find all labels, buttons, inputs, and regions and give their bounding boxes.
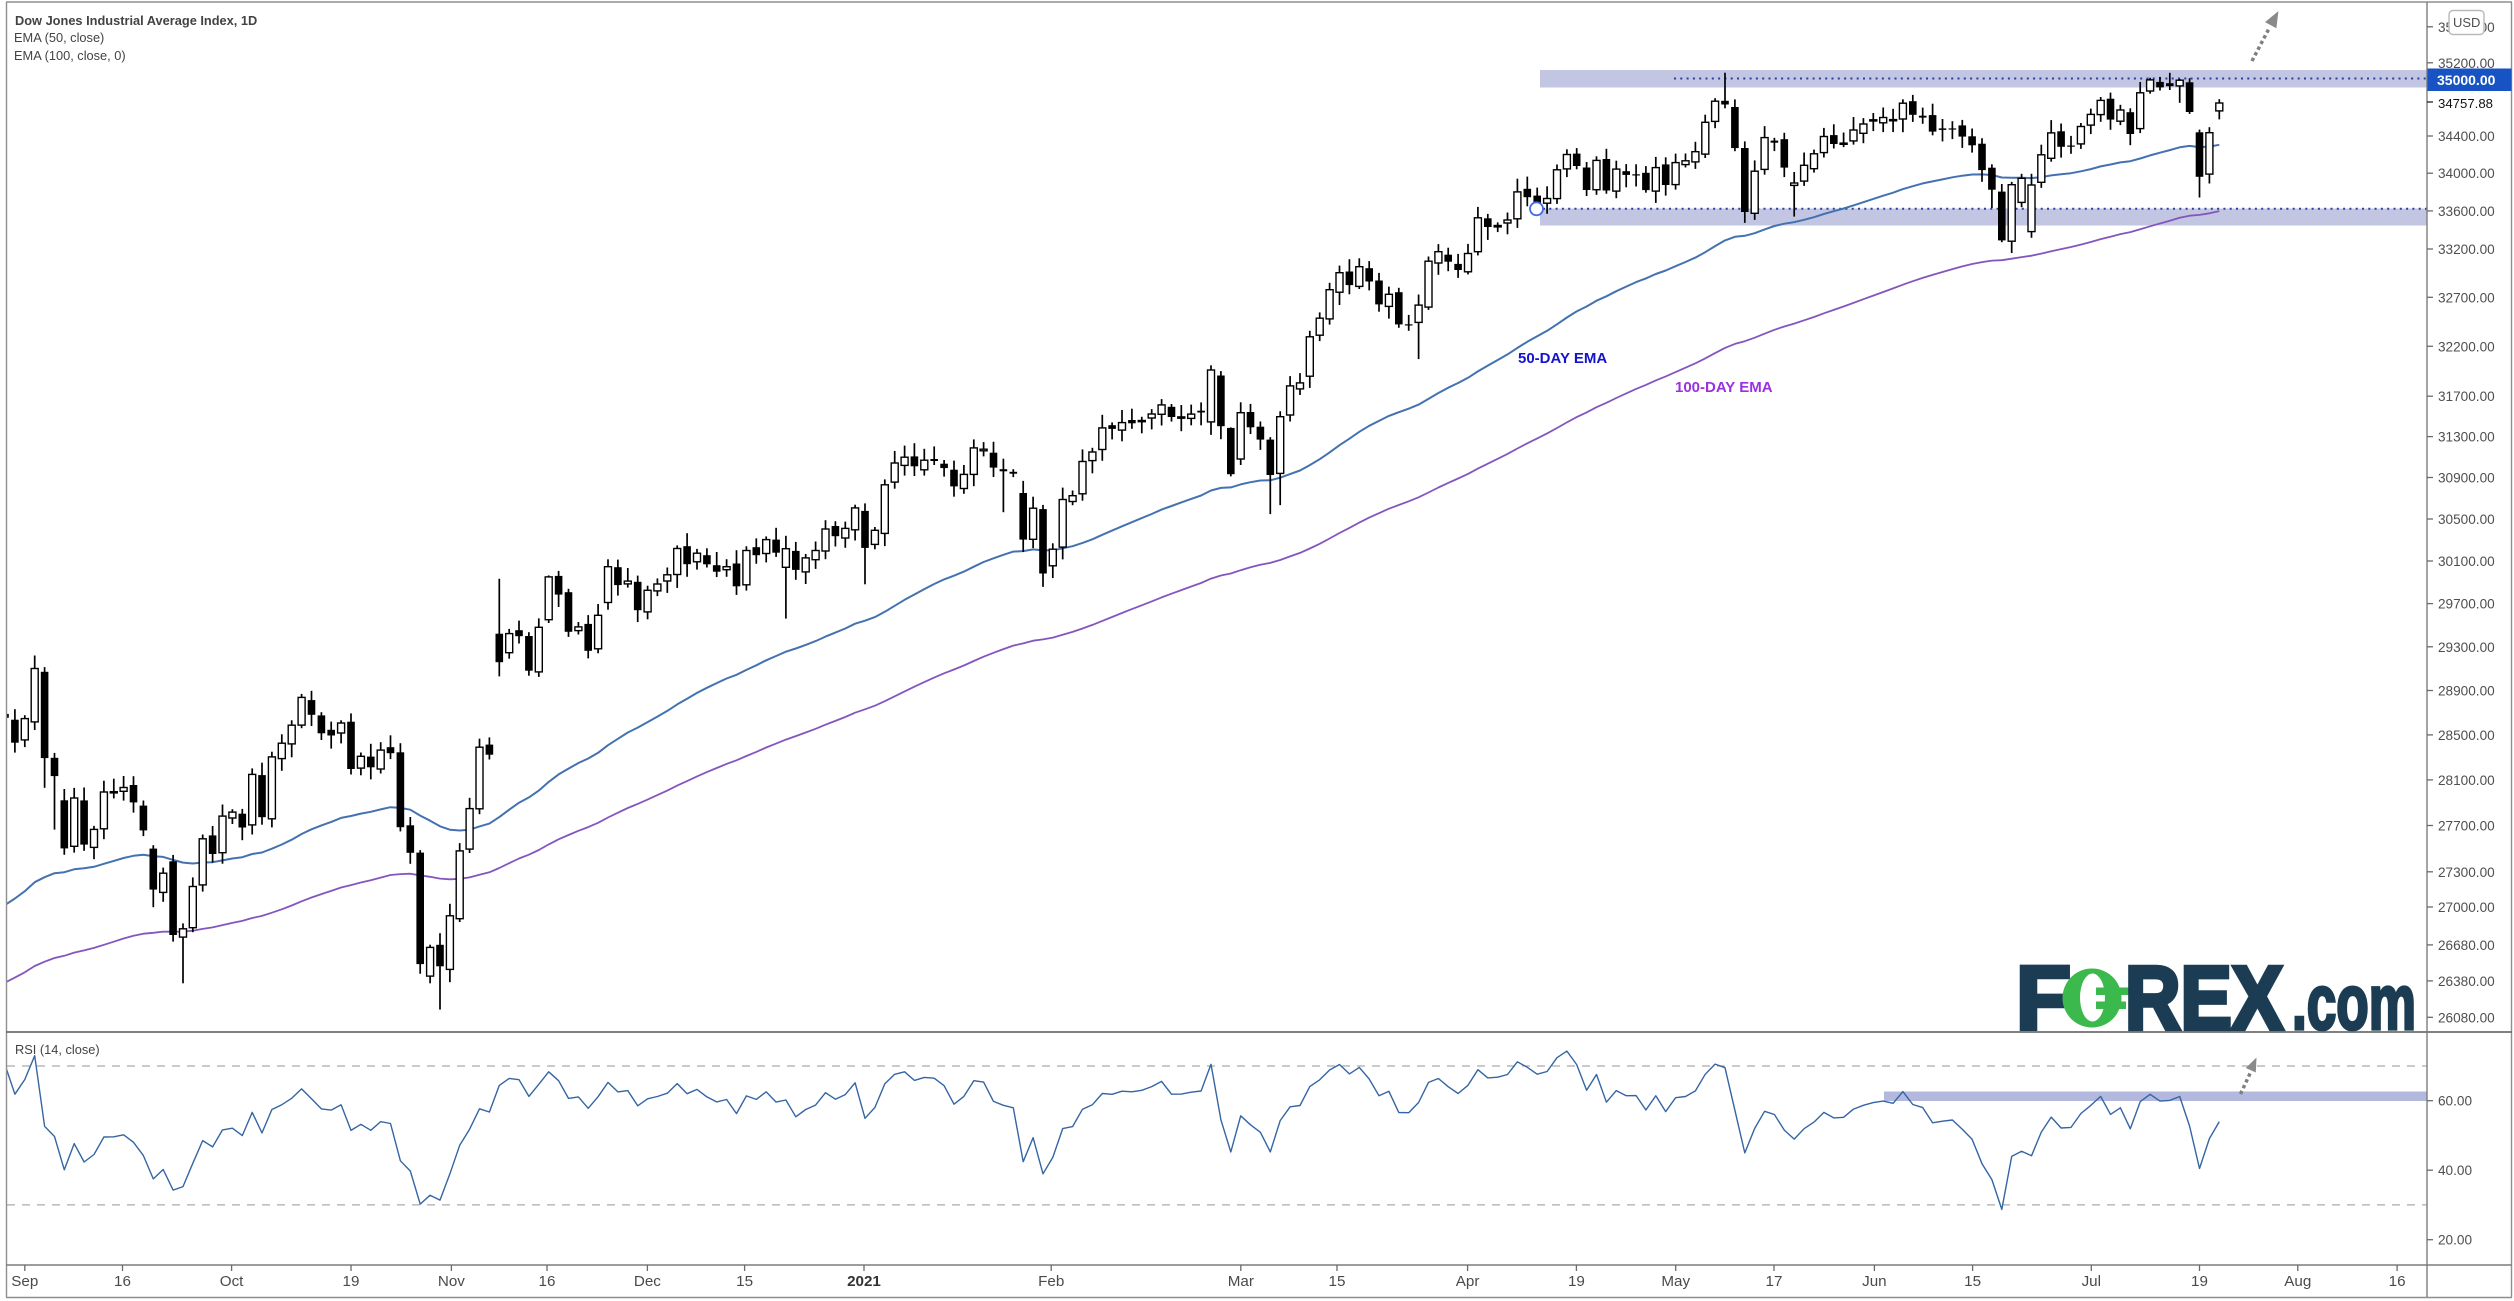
- svg-text:Sep: Sep: [11, 1273, 38, 1290]
- svg-text:Mar: Mar: [1228, 1273, 1254, 1290]
- svg-text:32700.00: 32700.00: [2438, 290, 2495, 305]
- svg-text:16: 16: [114, 1273, 131, 1290]
- svg-text:15: 15: [1964, 1273, 1981, 1290]
- svg-text:50-DAY EMA: 50-DAY EMA: [1518, 350, 1607, 367]
- svg-text:15: 15: [1329, 1273, 1346, 1290]
- svg-text:16: 16: [539, 1273, 556, 1290]
- svg-text:Apr: Apr: [1456, 1273, 1480, 1290]
- svg-text:19: 19: [2191, 1273, 2208, 1290]
- svg-text:28100.00: 28100.00: [2438, 773, 2495, 788]
- svg-text:29300.00: 29300.00: [2438, 640, 2495, 655]
- svg-text:29700.00: 29700.00: [2438, 597, 2495, 612]
- svg-text:34400.00: 34400.00: [2438, 129, 2495, 144]
- svg-text:28500.00: 28500.00: [2438, 728, 2495, 743]
- svg-text:USD: USD: [2453, 15, 2480, 30]
- svg-text:Aug: Aug: [2284, 1273, 2311, 1290]
- svg-text:27700.00: 27700.00: [2438, 819, 2495, 834]
- svg-text:34757.88: 34757.88: [2438, 96, 2493, 111]
- svg-text:19: 19: [1568, 1273, 1585, 1290]
- svg-text:19: 19: [343, 1273, 360, 1290]
- svg-text:17: 17: [1766, 1273, 1783, 1290]
- svg-text:33200.00: 33200.00: [2438, 242, 2495, 257]
- svg-text:31700.00: 31700.00: [2438, 389, 2495, 404]
- svg-text:26380.00: 26380.00: [2438, 974, 2495, 989]
- svg-text:27300.00: 27300.00: [2438, 865, 2495, 880]
- svg-text:40.00: 40.00: [2438, 1163, 2472, 1178]
- svg-text:31300.00: 31300.00: [2438, 430, 2495, 445]
- svg-text:30900.00: 30900.00: [2438, 471, 2495, 486]
- svg-text:20.00: 20.00: [2438, 1233, 2472, 1248]
- svg-text:60.00: 60.00: [2438, 1094, 2472, 1109]
- svg-text:REX: REX: [2125, 949, 2283, 1049]
- svg-text:Jul: Jul: [2082, 1273, 2101, 1290]
- svg-text:RSI (14, close): RSI (14, close): [15, 1042, 100, 1057]
- svg-text:32200.00: 32200.00: [2438, 339, 2495, 354]
- svg-text:34000.00: 34000.00: [2438, 166, 2495, 181]
- svg-text:100-DAY EMA: 100-DAY EMA: [1675, 379, 1773, 396]
- svg-text:Nov: Nov: [438, 1273, 465, 1290]
- svg-text:EMA (50, close): EMA (50, close): [14, 30, 104, 45]
- svg-text:Jun: Jun: [1862, 1273, 1887, 1290]
- svg-text:May: May: [1661, 1273, 1690, 1290]
- svg-text:26680.00: 26680.00: [2438, 938, 2495, 953]
- svg-text:Dec: Dec: [634, 1273, 661, 1290]
- svg-text:Feb: Feb: [1038, 1273, 1064, 1290]
- svg-text:16: 16: [2389, 1273, 2406, 1290]
- svg-text:15: 15: [736, 1273, 753, 1290]
- svg-text:30100.00: 30100.00: [2438, 554, 2495, 569]
- svg-text:Dow Jones Industrial Average I: Dow Jones Industrial Average Index, 1D: [15, 13, 257, 28]
- svg-text:26080.00: 26080.00: [2438, 1010, 2495, 1025]
- svg-text:EMA (100, close, 0): EMA (100, close, 0): [14, 48, 126, 63]
- svg-text:28900.00: 28900.00: [2438, 684, 2495, 699]
- svg-text:Oct: Oct: [220, 1273, 244, 1290]
- svg-text:33600.00: 33600.00: [2438, 204, 2495, 219]
- svg-text:2021: 2021: [847, 1273, 881, 1290]
- svg-text:35200.00: 35200.00: [2438, 56, 2495, 71]
- svg-text:35000.00: 35000.00: [2437, 72, 2496, 88]
- svg-text:27000.00: 27000.00: [2438, 900, 2495, 915]
- svg-text:30500.00: 30500.00: [2438, 512, 2495, 527]
